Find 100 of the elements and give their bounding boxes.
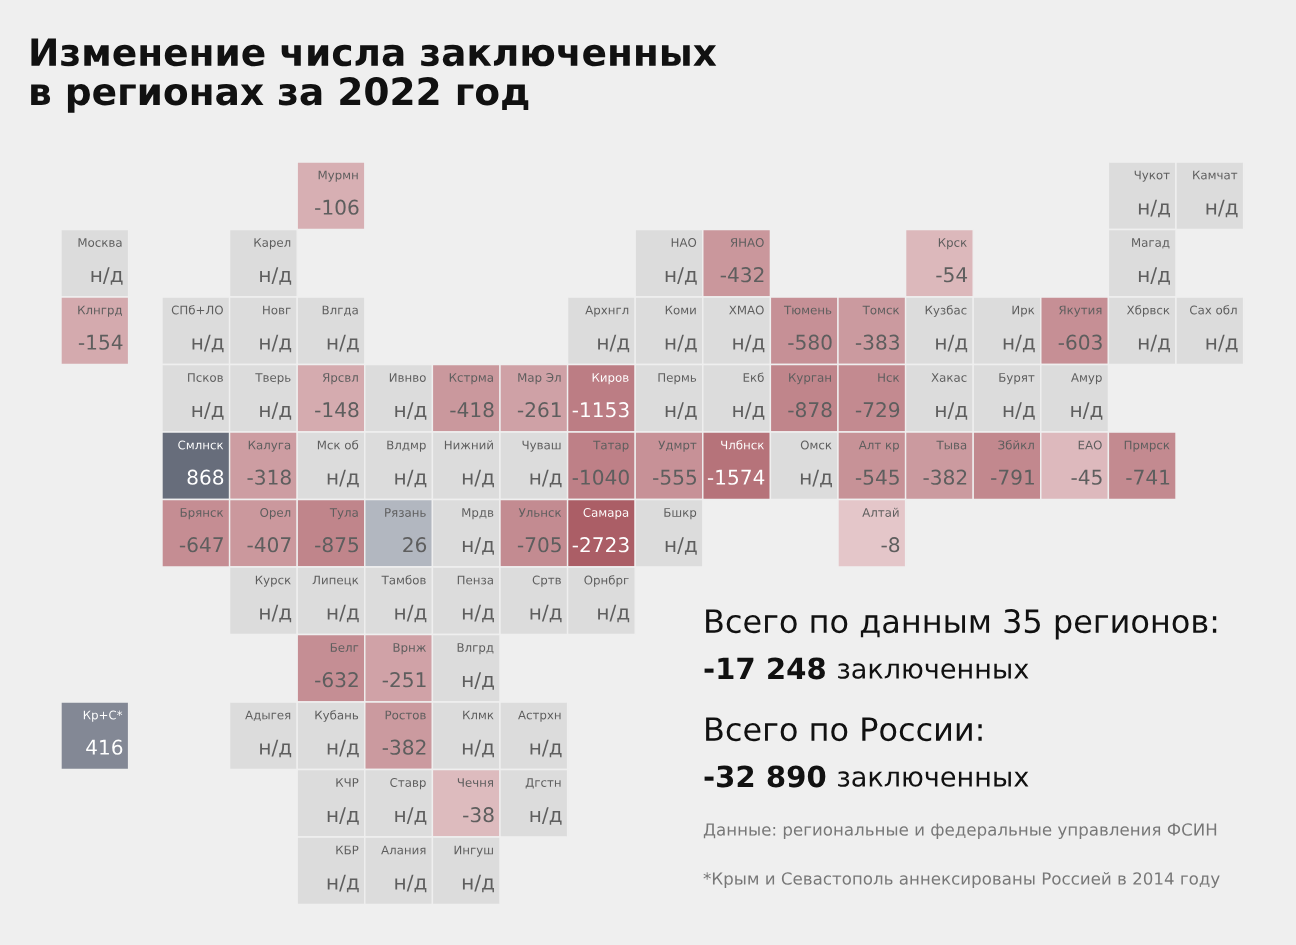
data-label: н/д (936, 402, 968, 420)
category-label: Татар (593, 440, 629, 452)
category-label: Мрдв (462, 508, 494, 520)
category-label: Чуваш (522, 440, 561, 452)
category-label: Кр+С* (83, 710, 123, 722)
data-label: н/д (462, 672, 494, 690)
text: Всего по данным 35 регионов: (706, 609, 1217, 640)
category-label: Ингуш (454, 845, 493, 857)
category-label: Алтай (862, 507, 899, 517)
category-label: Врнж (393, 643, 426, 655)
category-label: Курган (789, 373, 831, 385)
category-label: Тамбов (381, 575, 426, 585)
data-label: -407 (247, 537, 291, 553)
category-label: ХМАО (729, 305, 764, 315)
text: заключенных (838, 663, 1029, 679)
data-label: н/д (530, 807, 562, 825)
data-label: н/д (327, 469, 359, 488)
category-label: ЯНАО (730, 238, 764, 247)
data-label: н/д (1071, 402, 1103, 420)
category-label: Калуга (248, 440, 291, 452)
category-label: Ирк (1012, 305, 1035, 317)
text: Изменение числа заключенных в регионах за 2022 год (31, 38, 717, 113)
data-label: н/д (665, 334, 697, 353)
category-label: Влдмр (387, 440, 426, 452)
data-label: -154 (78, 334, 123, 350)
text: *Крым и Севастополь аннексированы Россией в 2014 году (703, 872, 1220, 889)
text: Всего по России: (706, 717, 982, 742)
category-label: Крск (938, 238, 967, 250)
data-label: н/д (327, 604, 359, 623)
category-label: Ростов (385, 710, 426, 720)
category-label: Ивнво (389, 373, 426, 382)
category-label: СПб+ЛО (171, 305, 223, 315)
category-label: Орел (260, 508, 291, 520)
data-label: -1040 (572, 469, 629, 485)
data-label: -705 (517, 537, 561, 553)
data-label: -261 (517, 402, 561, 418)
data-label: -251 (382, 672, 426, 688)
category-label: Хбрвск (1126, 305, 1170, 317)
data-label: н/д (1138, 334, 1170, 353)
category-label: Тыва (936, 440, 967, 450)
data-label: -38 (463, 807, 494, 823)
category-label: Члбнск (721, 440, 765, 450)
data-label: 416 (86, 739, 123, 755)
data-label: н/д (1003, 334, 1035, 353)
data-label: -106 (315, 199, 359, 215)
category-label: НАО (671, 238, 697, 247)
data-label: -148 (315, 402, 359, 418)
category-label: Тула (329, 508, 358, 520)
category-label: Ставр (390, 778, 426, 790)
category-label: Астрхн (518, 710, 561, 722)
category-label: Бурят (999, 373, 1035, 385)
data-label: н/д (733, 402, 765, 420)
category-label: Москва (78, 238, 122, 247)
category-label: Нск (878, 373, 900, 382)
data-label: 868 (187, 469, 224, 485)
category-label: Тюмень (783, 305, 832, 315)
category-label: КБР (336, 845, 359, 855)
category-label: Архнгл (585, 305, 629, 317)
data-label: н/д (530, 469, 562, 488)
category-label: Мск об (317, 440, 359, 450)
data-label: -418 (450, 402, 494, 418)
category-label: Алания (381, 845, 426, 855)
category-label: Мурмн (318, 170, 358, 182)
data-label: н/д (260, 402, 292, 420)
category-label: Камчат (1193, 170, 1238, 180)
category-label: Пенза (457, 575, 493, 585)
category-label: Рязань (385, 508, 426, 517)
data-label: -580 (788, 334, 832, 350)
data-label: н/д (598, 604, 630, 623)
data-label: н/д (192, 334, 224, 353)
category-label: ЕАО (1078, 440, 1102, 450)
data-label: н/д (327, 334, 359, 353)
data-label: н/д (395, 469, 427, 488)
data-label: н/д (1138, 267, 1170, 285)
data-label: н/д (260, 604, 292, 623)
category-label: Псков (188, 373, 223, 382)
category-label: Якутия (1059, 305, 1102, 317)
category-label: Прмрск (1124, 440, 1170, 452)
data-label: -54 (936, 267, 968, 283)
category-label: Орнбрг (584, 575, 629, 587)
text: -17 248 (704, 657, 825, 680)
data-label: н/д (260, 739, 292, 758)
data-label: н/д (462, 537, 494, 555)
data-label: -1574 (707, 469, 765, 485)
category-label: Алт кр (858, 440, 899, 452)
category-label: Омск (800, 440, 832, 450)
category-label: Самара (583, 508, 629, 520)
data-label: н/д (395, 807, 427, 825)
category-label: Хакас (931, 373, 967, 382)
category-label: Кубань (315, 710, 359, 722)
category-label: Клмк (463, 710, 494, 720)
category-label: Екб (743, 372, 764, 382)
data-label: -791 (991, 469, 1034, 485)
data-label: -383 (855, 334, 899, 350)
category-label: Кстрма (449, 373, 493, 385)
data-label: н/д (462, 604, 494, 623)
data-label: н/д (530, 604, 562, 623)
data-label: н/д (327, 807, 359, 825)
category-label: Сртв (532, 575, 561, 587)
data-label: н/д (665, 537, 697, 555)
